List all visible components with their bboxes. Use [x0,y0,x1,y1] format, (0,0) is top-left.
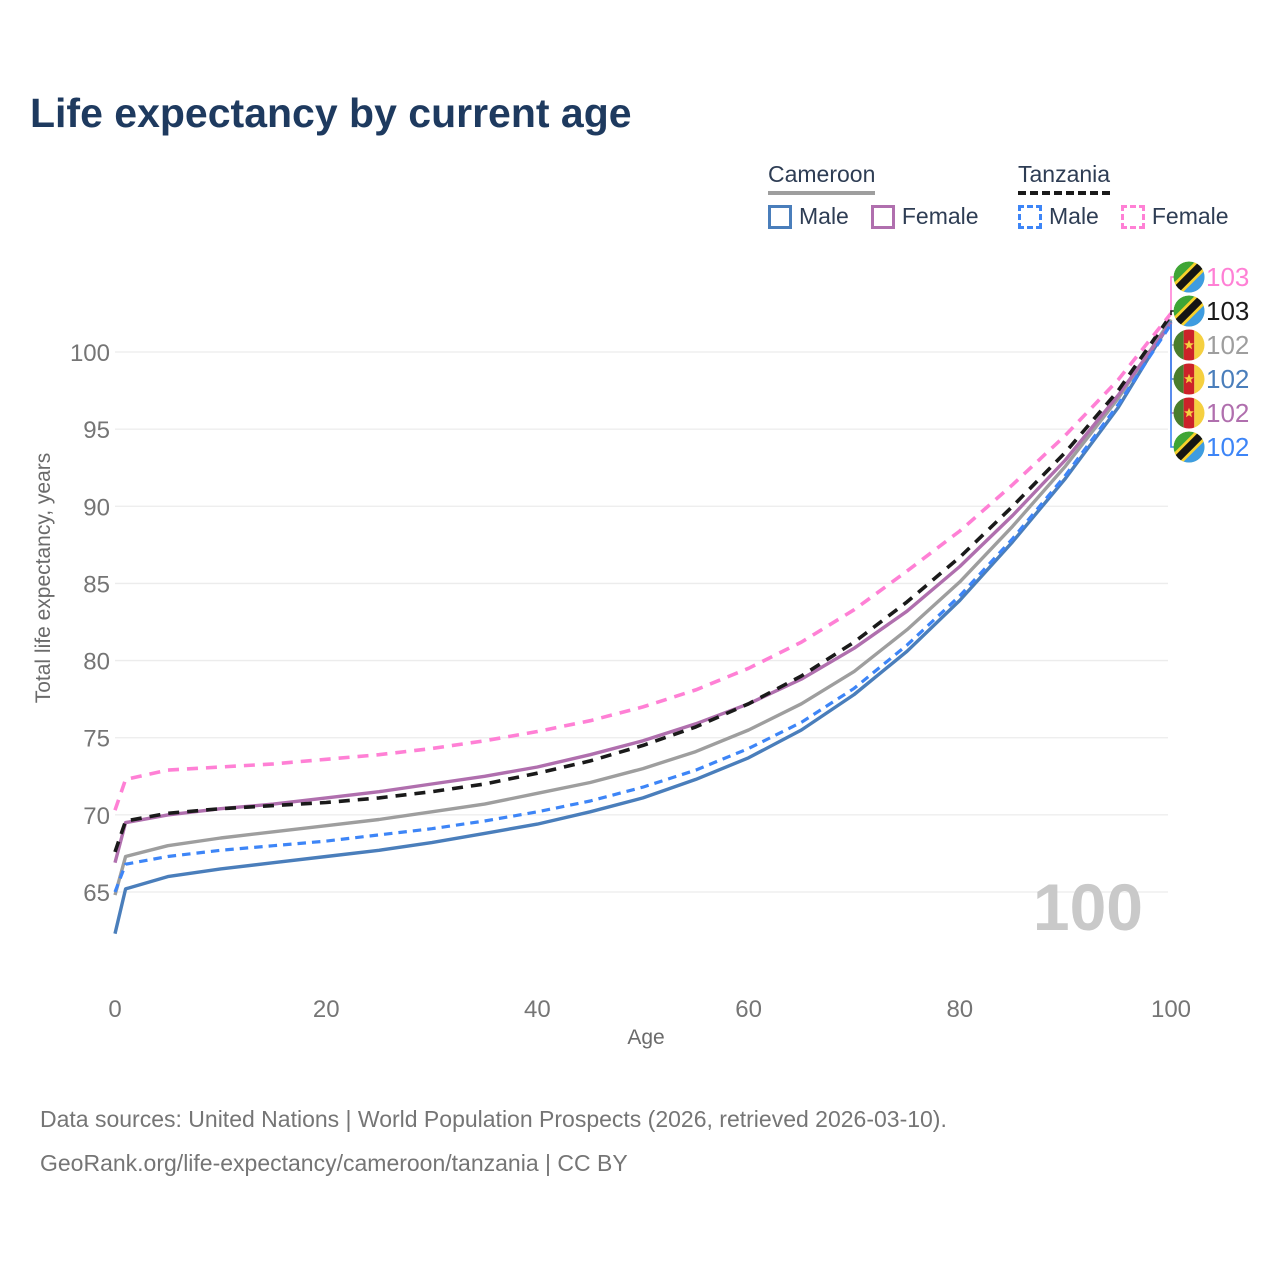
legend-cameroon-header[interactable]: Cameroon [768,161,876,195]
y-tick-label-65: 65 [83,880,110,907]
flag-green-stripe [1173,329,1184,361]
age-watermark: 100 [1032,870,1143,944]
chart: 103 103 102 102 102 102 65 70 75 80 85 90 95 100 0 20 4… [70,261,1249,1023]
flag-icon-tanzania [1173,295,1205,327]
flag-star [1184,373,1194,384]
end-value-label-cameroon-female: 102 [1206,398,1249,428]
x-tick-label-40: 40 [524,996,551,1023]
flag-icon-tanzania [1173,431,1205,463]
flag-green-stripe [1173,397,1184,429]
tanzania-female-swatch[interactable] [1120,204,1145,229]
flag-icon-tanzania [1173,261,1205,293]
series-line-cameroon-both[interactable] [113,318,1173,896]
flag-star [1184,407,1194,418]
end-value-label-tanzania-both: 103 [1206,296,1249,326]
flag-yellow-stripe [1194,363,1205,395]
legend-item-cameroon-female[interactable]: Female [870,203,979,230]
y-tick-label-95: 95 [83,417,110,444]
series-line-cameroon-male[interactable] [113,320,1173,935]
cameroon-male-swatch[interactable] [768,204,792,229]
leader-line-tanzania-male [1170,324,1174,448]
legend-tanzania: Tanzania Male Female [1018,161,1251,230]
y-tick-label-75: 75 [83,726,110,753]
x-tick-label-0: 0 [108,996,121,1023]
flag-icon-cameroon [1173,397,1205,429]
footer: Data sources: United Nations | World Pop… [40,1106,947,1194]
y-tick-label-70: 70 [83,803,110,830]
x-tick-label-100: 100 [1151,996,1191,1023]
end-value-label-cameroon-male: 102 [1206,364,1249,394]
series-line-tanzania-female[interactable] [113,312,1173,811]
x-tick-label-80: 80 [946,996,973,1023]
flag-green-stripe [1173,363,1184,395]
end-value-label-tanzania-male: 102 [1206,432,1249,462]
footer-url-line: GeoRank.org/life-expectancy/cameroon/tan… [40,1150,628,1176]
x-tick-label-20: 20 [313,996,340,1023]
y-tick-label-85: 85 [83,571,110,598]
page-title: Life expectancy by current age [30,90,632,136]
leader-line-tanzania-female [1170,276,1174,314]
ticks-layer: 65 70 75 80 85 90 95 100 0 20 40 60 80 100 [70,340,1191,1023]
legend-item-tanzania-male[interactable]: Male [1018,203,1099,230]
x-axis-title: Age [627,1026,665,1049]
grid-layer [115,351,1168,893]
end-value-label-tanzania-female: 103 [1206,262,1249,292]
series-layer [113,312,1173,935]
leader-line-tanzania-both [1170,310,1174,315]
legend-cameroon: Cameroon Male Female [768,161,1001,230]
y-tick-label-80: 80 [83,649,110,676]
tanzania-male-swatch[interactable] [1018,204,1042,229]
cameroon-female-swatch[interactable] [870,204,895,229]
flag-yellow-stripe [1194,329,1205,361]
legend-label-cameroon-female: Female [901,203,979,229]
x-tick-label-60: 60 [735,996,762,1023]
legend-label-cameroon-male: Male [799,203,849,229]
flag-icon-cameroon [1173,329,1205,361]
legend-label-tanzania-male: Male [1049,203,1099,229]
legend-label-tanzania-female: Female [1151,203,1229,229]
flag-yellow-stripe [1194,397,1205,429]
legend-item-cameroon-male[interactable]: Male [768,203,849,230]
y-tick-label-100: 100 [70,340,110,367]
annotation-layer: 103 103 102 102 102 102 [1170,261,1249,463]
end-value-label-cameroon-both: 102 [1206,330,1249,360]
flag-star [1184,339,1194,350]
y-tick-label-90: 90 [83,494,110,521]
series-line-tanzania-male[interactable] [113,323,1173,893]
legend-tanzania-header[interactable]: Tanzania [1018,161,1111,195]
series-line-tanzania-both[interactable] [113,313,1173,853]
footer-source-line: Data sources: United Nations | World Pop… [40,1106,947,1132]
series-line-cameroon-female[interactable] [113,321,1173,864]
legend-item-tanzania-female[interactable]: Female [1120,203,1229,230]
flag-icon-cameroon [1173,363,1205,395]
